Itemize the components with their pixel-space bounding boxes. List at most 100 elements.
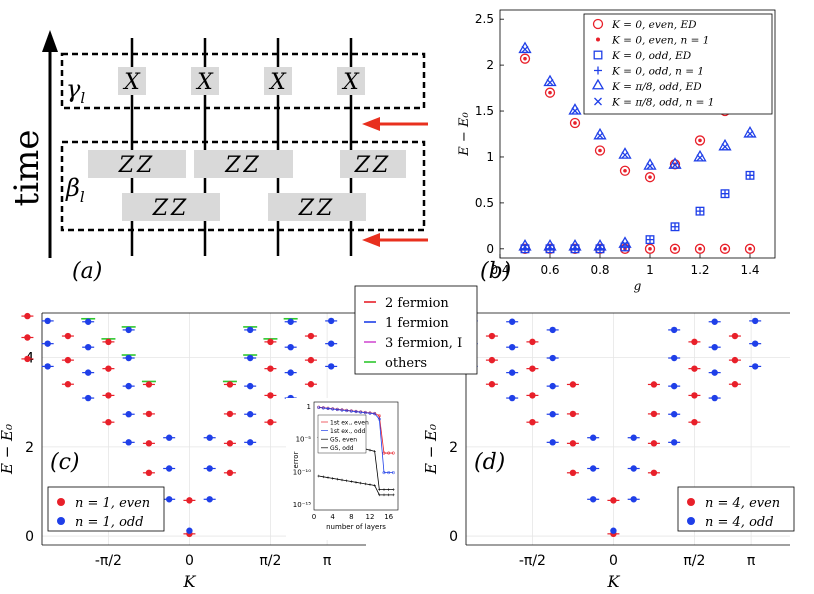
b-ytick-label: 1.5: [475, 104, 494, 118]
even-point: [650, 381, 658, 388]
even-point: [226, 469, 234, 477]
odd-point: [589, 496, 597, 503]
even-point: [145, 440, 153, 447]
inset-xtick-label: 4: [330, 513, 335, 521]
inset-xtick-label: 12: [366, 513, 375, 521]
inset-1st-odd-mark: [359, 410, 363, 414]
odd-point: [630, 465, 637, 472]
xtick-label: 0: [185, 553, 194, 569]
ytick-label: 0: [449, 529, 458, 545]
inset-gs-even-mark: [382, 488, 386, 491]
xtick-label: π/2: [683, 553, 705, 569]
xtick-label: π/2: [259, 553, 281, 569]
even-point: [691, 392, 698, 399]
inset-gs-odd-mark: [317, 474, 320, 478]
odd-point: [670, 411, 678, 418]
mark-dot: [548, 90, 552, 95]
inset-1st-even-mark: [377, 414, 381, 418]
mark-triangle: [518, 41, 532, 54]
mark-cross: [721, 143, 729, 151]
inset-1st-odd-mark: [349, 409, 353, 413]
odd-point: [549, 382, 556, 390]
mark-cross: [571, 243, 579, 251]
inset-gs-odd-mark: [322, 475, 325, 479]
even-point: [64, 332, 72, 340]
mark-cross: [621, 151, 629, 159]
x-gate-label: X: [268, 70, 287, 95]
mark-dot: [673, 247, 677, 251]
mark-dot: [573, 121, 577, 125]
even-point: [569, 381, 577, 388]
mark-cross: [596, 132, 604, 140]
b-xtick-label: 1.2: [690, 263, 709, 277]
b-legend-entry: K = 0, odd, ED: [611, 50, 692, 62]
zz-gate: [268, 193, 366, 221]
gamma-label: γl: [66, 75, 85, 107]
mark-dot: [698, 138, 702, 143]
inset-1st-odd-mark: [317, 405, 321, 410]
mark-dot: [748, 247, 752, 251]
inset-ylabel: error: [292, 451, 300, 468]
xlabel: K: [606, 572, 620, 591]
odd-point: [508, 369, 516, 376]
time-arrow-head: [42, 30, 58, 52]
x-gate: [264, 67, 292, 95]
even-point: [145, 410, 153, 418]
odd-point: [206, 465, 213, 472]
fermion-legend-entry: 2 fermion: [385, 296, 449, 311]
legend-dot: [687, 517, 695, 525]
xtick-label: π: [323, 553, 332, 569]
qubit-wires: [130, 38, 353, 256]
mark-circle: [719, 243, 731, 254]
even-point: [186, 497, 193, 504]
mark-triangle: [618, 236, 632, 248]
odd-point: [125, 326, 132, 334]
zz-gate: [88, 150, 186, 178]
inset-legend-entry: 1st ex., odd: [330, 428, 366, 435]
panel-b-chart: 0.4 0.6 0.8 1 1.2 1.4 0 0.5 1 1.5 2 2.5 g E − E₀ (b) K …: [457, 9, 776, 293]
zz-gate-label: ZZ: [354, 153, 392, 178]
inset-gs-odd-mark: [331, 477, 334, 480]
odd-point: [84, 394, 92, 402]
inset-gs-odd-mark: [368, 483, 372, 486]
odd-point: [670, 382, 678, 390]
inset-legend-entry: GS, odd: [330, 445, 354, 452]
panel-label: (c): [50, 450, 80, 475]
mark-triangle: [518, 239, 532, 251]
mark-cross: [546, 243, 554, 251]
inset-1st-odd-mark: [363, 411, 367, 415]
inset-1st-odd-mark: [354, 410, 358, 414]
even-point: [226, 440, 234, 447]
odd-point: [84, 318, 92, 325]
odd-point: [711, 394, 718, 402]
even-point: [307, 332, 315, 340]
b-legend-entry: K = 0, even, n = 1: [611, 35, 709, 47]
zz-gate: [340, 150, 406, 178]
panel-a-circuit: time X X X X ZZ ZZ ZZ ZZ ZZ γl βl (a): [7, 30, 428, 284]
legend-dot: [687, 498, 695, 506]
even-point: [105, 418, 112, 426]
even-point: [307, 381, 315, 388]
mark-circle: [519, 53, 531, 64]
inset-gs-odd-mark: [326, 476, 330, 479]
x-gate-label: X: [195, 70, 214, 95]
mark-cross: [696, 154, 704, 162]
mark-triangle: [593, 127, 607, 140]
mark-plus: [696, 207, 704, 215]
beta-label: βl: [65, 174, 85, 206]
mark-circle: [619, 165, 631, 176]
mark-triangle: [693, 149, 707, 162]
mark-circle: [669, 243, 681, 254]
odd-point: [125, 354, 132, 362]
even-point: [731, 381, 739, 388]
inset-gs-even-mark: [392, 488, 395, 491]
even-point: [529, 392, 536, 399]
even-point: [691, 418, 698, 426]
b-legend-entry: K = 0, odd, n = 1: [611, 66, 704, 78]
mark-circle: [744, 243, 756, 254]
odd-point: [589, 434, 597, 441]
point-legend-box: [677, 486, 795, 532]
inset-gs-odd-mark: [350, 480, 353, 483]
mark-triangle: [568, 103, 582, 115]
inset-ytick-label: 10⁻⁵: [296, 436, 312, 444]
